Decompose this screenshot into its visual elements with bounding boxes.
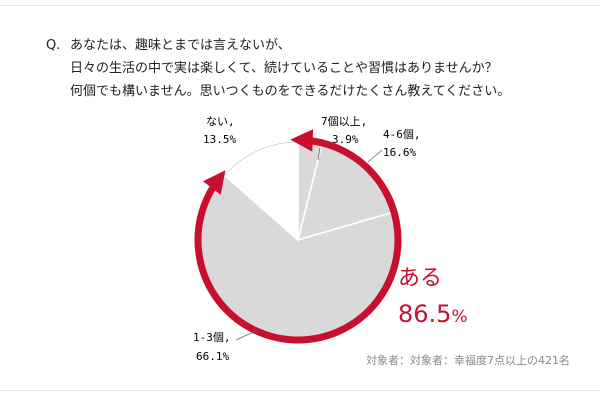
slice-label-none: ない, 13.5% xyxy=(203,115,236,146)
question-line-3: 何個でも構いません。思いつくものをできるだけたくさん教えてください。 xyxy=(70,84,511,99)
footnote: 対象者：対象者：幸福度7点以上の421名 xyxy=(366,354,570,367)
question-line-1: Q. あなたは、趣味とまでは言えないが、 xyxy=(46,34,586,57)
aru-arrow-ring xyxy=(194,129,402,344)
leader-line-7plus xyxy=(317,147,321,161)
slice-value-1to3: 66.1% xyxy=(196,350,229,363)
slice-label-4to6: 4-6個, 16.6% xyxy=(383,128,421,159)
question-line-2: 日々の生活の中で実は楽しくて、続けていることや習慣はありませんか？ xyxy=(70,61,498,76)
slice-name-4to6: 4-6個, xyxy=(383,128,421,141)
slice-value-7plus: 3.9% xyxy=(332,133,359,146)
slice-label-1to3: 1-3個, 66.1% xyxy=(193,331,231,363)
aru-value-unit: % xyxy=(451,307,467,327)
question-marker: Q. xyxy=(46,38,61,53)
slice-label-7plus: 7個以上, 3.9% xyxy=(321,115,367,146)
leader-line-1to3 xyxy=(235,329,259,341)
bottom-rule xyxy=(0,390,600,391)
aru-value: 86.5% xyxy=(398,300,468,328)
question-text-1: あなたは、趣味とまでは言えないが、 xyxy=(70,38,291,53)
slice-value-none: 13.5% xyxy=(203,133,236,146)
leader-line-4to6 xyxy=(367,149,383,163)
top-rule xyxy=(0,5,600,6)
aru-value-number: 86.5 xyxy=(398,300,451,328)
slice-name-1to3: 1-3個, xyxy=(193,331,231,344)
survey-question: Q. あなたは、趣味とまでは言えないが、 日々の生活の中で実は楽しくて、続けている… xyxy=(46,34,586,103)
slice-name-none: ない, xyxy=(206,115,235,128)
aru-label: ある xyxy=(398,266,442,291)
slice-name-7plus: 7個以上, xyxy=(321,115,367,128)
slice-value-4to6: 16.6% xyxy=(383,146,416,159)
